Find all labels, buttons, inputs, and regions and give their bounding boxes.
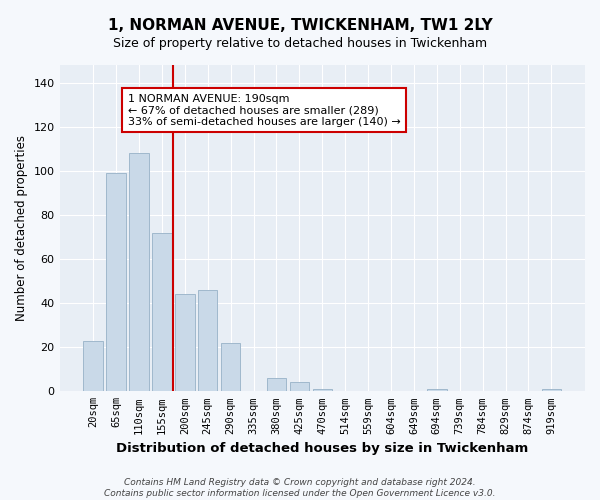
- Text: 1 NORMAN AVENUE: 190sqm
← 67% of detached houses are smaller (289)
33% of semi-d: 1 NORMAN AVENUE: 190sqm ← 67% of detache…: [128, 94, 400, 127]
- Bar: [427, 389, 446, 392]
- Bar: [267, 378, 286, 392]
- Text: Size of property relative to detached houses in Twickenham: Size of property relative to detached ho…: [113, 38, 487, 51]
- Bar: [152, 232, 172, 392]
- Bar: [198, 290, 217, 392]
- Bar: [542, 389, 561, 392]
- Text: Contains HM Land Registry data © Crown copyright and database right 2024.
Contai: Contains HM Land Registry data © Crown c…: [104, 478, 496, 498]
- Text: 1, NORMAN AVENUE, TWICKENHAM, TW1 2LY: 1, NORMAN AVENUE, TWICKENHAM, TW1 2LY: [107, 18, 493, 32]
- Bar: [106, 173, 126, 392]
- Bar: [290, 382, 309, 392]
- Bar: [83, 340, 103, 392]
- Bar: [175, 294, 194, 392]
- Y-axis label: Number of detached properties: Number of detached properties: [15, 135, 28, 321]
- Bar: [129, 153, 149, 392]
- X-axis label: Distribution of detached houses by size in Twickenham: Distribution of detached houses by size …: [116, 442, 529, 455]
- Bar: [221, 343, 241, 392]
- Bar: [313, 389, 332, 392]
